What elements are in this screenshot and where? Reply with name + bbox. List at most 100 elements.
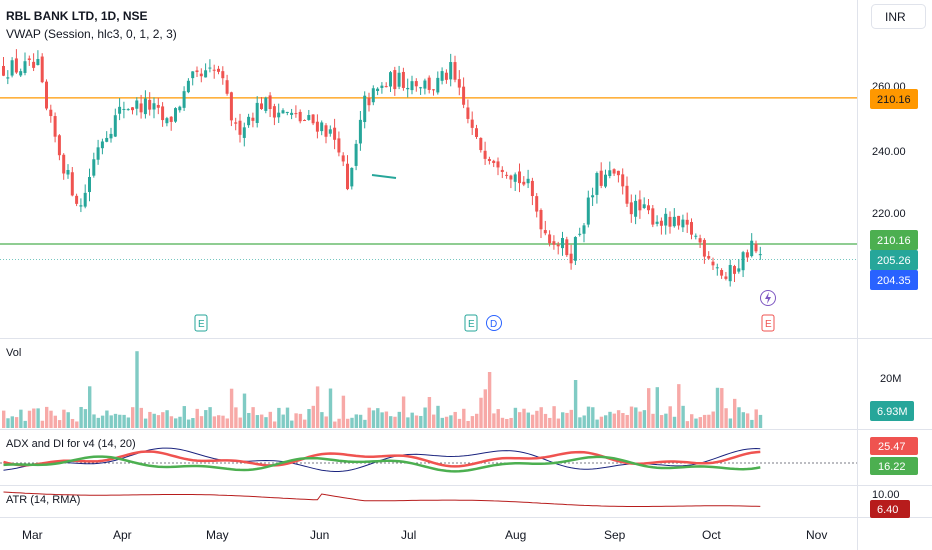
- candle-body: [436, 77, 440, 93]
- volume-bar: [496, 409, 500, 428]
- earnings-marker-oct[interactable]: E: [761, 314, 775, 332]
- volume-bar: [307, 409, 311, 428]
- orange-level-badge: 210.16: [870, 89, 918, 109]
- volume-bar: [694, 418, 698, 428]
- volume-bar: [135, 351, 139, 428]
- candle-body: [27, 58, 31, 60]
- candle-body: [83, 192, 87, 207]
- candle-body: [143, 98, 147, 115]
- volume-bar: [251, 407, 255, 428]
- volume-bar: [608, 411, 612, 428]
- candle-body: [496, 161, 500, 168]
- volume-bar: [479, 397, 483, 428]
- candle-body: [290, 112, 294, 115]
- candle-body: [569, 253, 573, 264]
- candle-body: [14, 58, 18, 73]
- volume-bar: [410, 412, 414, 428]
- candle-body: [277, 112, 281, 118]
- volume-bar: [113, 413, 118, 428]
- dividend-marker[interactable]: D: [486, 315, 502, 331]
- price-pane: [0, 49, 857, 287]
- currency-button[interactable]: INR: [871, 4, 926, 29]
- volume-bar: [552, 406, 556, 428]
- candle-body: [561, 238, 564, 249]
- candle-body: [260, 103, 263, 110]
- volume-bar: [88, 386, 92, 428]
- volume-bar: [100, 415, 105, 428]
- volume-bar: [539, 407, 543, 428]
- volume-bar: [311, 405, 315, 428]
- di-plus-value: 16.22: [878, 461, 906, 473]
- volume-bar: [10, 416, 14, 428]
- candle-body: [432, 89, 435, 91]
- volume-bar: [638, 411, 642, 428]
- candle-body: [578, 233, 582, 235]
- volume-bar: [492, 413, 496, 428]
- volume-bar: [217, 415, 221, 428]
- volume-bar: [354, 414, 358, 428]
- volume-bar: [616, 410, 621, 428]
- candle-body: [337, 138, 341, 153]
- atr-title: ATR (14, RMA): [6, 494, 80, 506]
- candle-body: [169, 116, 173, 122]
- volume-bar: [393, 416, 397, 428]
- volume-bar: [475, 413, 479, 428]
- volume-bar: [328, 388, 333, 428]
- candle-body: [733, 266, 736, 274]
- candle-body: [389, 72, 392, 87]
- di-minus-badge: 25.47: [870, 437, 918, 455]
- split-marker[interactable]: [760, 290, 776, 306]
- adx-title: ADX and DI for v4 (14, 20): [6, 438, 136, 450]
- candle-body: [685, 219, 689, 225]
- currency-label: INR: [885, 10, 906, 24]
- candle-body: [122, 108, 126, 110]
- volume-bar: [397, 411, 401, 428]
- candle-body: [466, 107, 470, 119]
- candle-body: [45, 81, 48, 109]
- volume-bar: [556, 418, 561, 428]
- volume-bar: [530, 414, 535, 428]
- volume-bar: [483, 389, 487, 428]
- y-tick-label: 240.00: [872, 146, 906, 158]
- candle-body: [217, 68, 220, 72]
- candle-body: [462, 86, 466, 105]
- earnings-marker-apr[interactable]: E: [194, 314, 208, 332]
- volume-bar: [535, 410, 539, 428]
- candle-body: [199, 73, 203, 77]
- x-tick-label: May: [206, 528, 229, 542]
- volume-bar: [109, 415, 113, 428]
- volume-bar: [234, 407, 238, 428]
- volume-bar: [105, 410, 109, 428]
- candle-body: [139, 103, 143, 113]
- volume-bar: [36, 408, 40, 428]
- volume-bar: [161, 412, 165, 428]
- volume-bar: [346, 418, 350, 428]
- candle-body: [573, 237, 577, 261]
- volume-bar: [367, 407, 371, 428]
- candle-body: [346, 163, 349, 190]
- volume-bar: [436, 405, 440, 428]
- candle-body: [126, 109, 130, 111]
- volume-bar: [358, 414, 363, 428]
- candle-body: [333, 127, 337, 140]
- candle-body: [664, 213, 668, 226]
- candle-body: [49, 109, 53, 117]
- candle-body: [556, 244, 560, 247]
- orange-level-value: 210.16: [877, 94, 911, 106]
- candle-body: [659, 220, 663, 226]
- candle-body: [582, 225, 586, 234]
- candle-body: [238, 120, 242, 135]
- volume-bar: [320, 412, 324, 428]
- candle-body: [57, 135, 61, 156]
- earnings-marker-jul[interactable]: E: [464, 314, 478, 332]
- candle-body: [376, 88, 380, 92]
- volume-bar: [324, 416, 328, 428]
- volume-bar: [350, 417, 354, 428]
- candle-body: [371, 88, 375, 103]
- volume-bar: [229, 388, 234, 428]
- candle-body: [320, 122, 324, 132]
- candle-body: [599, 170, 603, 186]
- candle-body: [165, 118, 169, 124]
